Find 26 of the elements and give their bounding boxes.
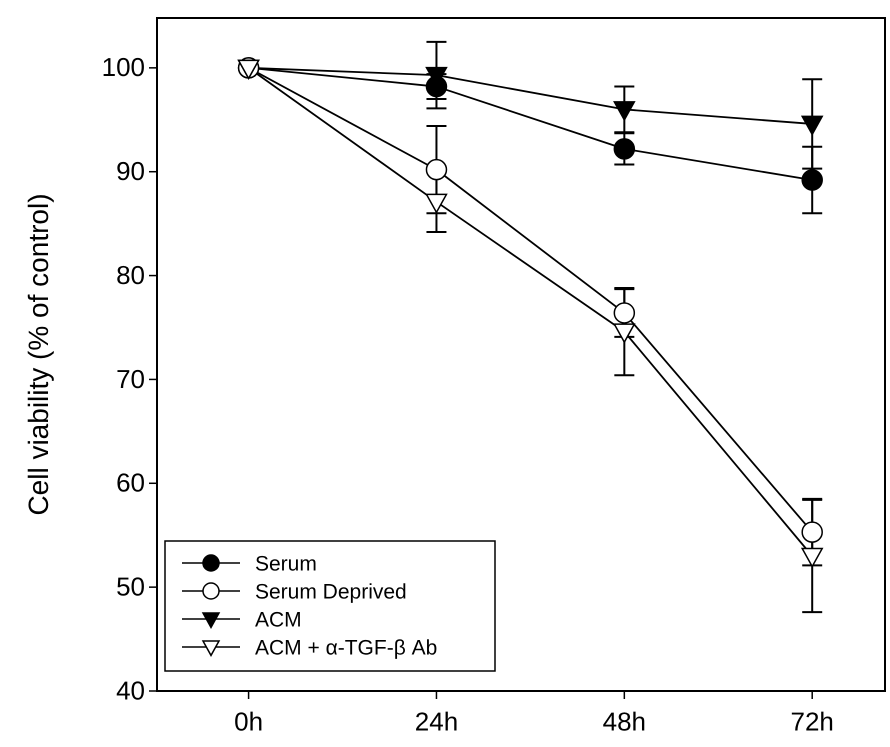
y-tick-label: 80 xyxy=(116,260,145,290)
point xyxy=(426,194,448,214)
y-tick-label: 90 xyxy=(116,156,145,186)
y-tick-label: 100 xyxy=(102,52,145,82)
point xyxy=(801,169,823,191)
y-tick-label: 40 xyxy=(116,675,145,706)
y-axis-title: Cell viability (% of control) xyxy=(23,193,54,516)
point xyxy=(614,323,636,343)
legend-label: ACM xyxy=(255,608,302,632)
point xyxy=(614,138,636,160)
point xyxy=(801,548,823,568)
legend-label: ACM + α-TGF-β Ab xyxy=(255,636,438,660)
point xyxy=(614,101,636,121)
y-tick-label: 60 xyxy=(116,468,145,498)
legend-label: Serum xyxy=(255,552,317,576)
x-tick-label: 0h xyxy=(234,706,264,736)
point xyxy=(614,302,636,324)
legend-label: Serum Deprived xyxy=(255,580,407,604)
y-tick-label: 50 xyxy=(116,571,145,602)
x-tick-label: 48h xyxy=(602,706,646,736)
point xyxy=(426,158,448,180)
x-tick-label: 24h xyxy=(414,706,458,736)
point xyxy=(801,521,823,543)
y-tick-label: 70 xyxy=(116,364,145,394)
x-tick-label: 72h xyxy=(790,706,834,736)
point xyxy=(801,116,823,136)
